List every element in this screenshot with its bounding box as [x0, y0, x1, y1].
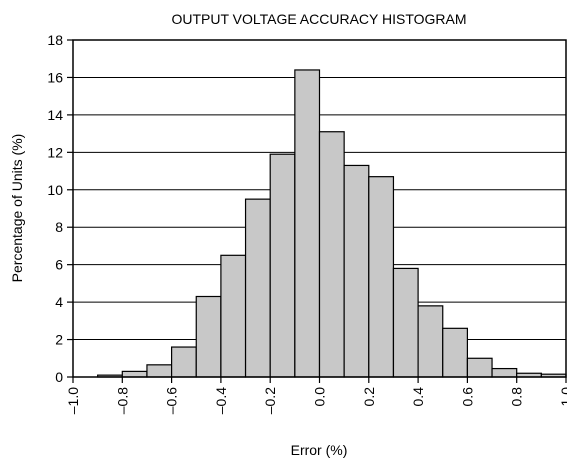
y-tick-label: 2 — [55, 332, 63, 348]
y-axis-label: Percentage of Units (%) — [9, 134, 25, 283]
histogram-bar — [442, 327, 468, 378]
histogram-bar — [171, 346, 197, 378]
histogram-bar — [220, 254, 247, 378]
histogram-bar — [294, 69, 321, 378]
x-tick-label: 0.0 — [312, 387, 328, 407]
histogram-bar — [244, 198, 271, 378]
histogram-bar — [466, 357, 493, 378]
y-tick-label: 4 — [55, 294, 63, 310]
x-tick-label: –1.0 — [65, 387, 81, 414]
x-tick-label: 0.2 — [361, 387, 377, 407]
x-tick-label: 0.6 — [459, 387, 475, 407]
histogram-bar — [368, 176, 395, 378]
histogram-bar — [491, 367, 518, 378]
y-axis-ticks: 0 2 4 6 8 10 12 14 16 18 — [47, 32, 73, 385]
histogram-bar — [417, 305, 444, 378]
x-tick-label: –0.6 — [164, 387, 180, 414]
y-tick-label: 6 — [55, 257, 63, 273]
y-tick-label: 16 — [47, 69, 63, 85]
bars — [97, 69, 567, 378]
x-axis-ticks: –1.0 –0.8 –0.6 –0.4 –0.2 0.0 0.2 0.4 0.6 0.8 1.0 — [65, 377, 567, 414]
histogram-bar — [318, 131, 345, 378]
x-tick-label: 0.4 — [410, 387, 426, 407]
histogram-bar — [121, 370, 148, 378]
y-tick-label: 14 — [47, 107, 63, 123]
x-tick-label: –0.2 — [262, 387, 278, 414]
x-tick-label: 0.8 — [509, 387, 525, 407]
x-tick-label: –0.4 — [213, 387, 229, 414]
x-axis-label: Error (%) — [291, 442, 348, 458]
y-tick-label: 10 — [47, 182, 63, 198]
histogram-bar — [146, 364, 173, 378]
histogram-bar — [269, 153, 296, 378]
histogram-bar — [343, 164, 370, 378]
y-tick-label: 12 — [47, 144, 63, 160]
x-tick-label: 1.0 — [558, 387, 567, 407]
histogram-bar — [392, 267, 419, 378]
y-tick-label: 0 — [55, 369, 63, 385]
y-tick-label: 18 — [47, 32, 63, 48]
histogram-bar — [195, 295, 222, 378]
chart-title: OUTPUT VOLTAGE ACCURACY HISTOGRAM — [171, 11, 466, 27]
x-tick-label: –0.8 — [114, 387, 130, 414]
y-tick-label: 8 — [55, 219, 63, 235]
